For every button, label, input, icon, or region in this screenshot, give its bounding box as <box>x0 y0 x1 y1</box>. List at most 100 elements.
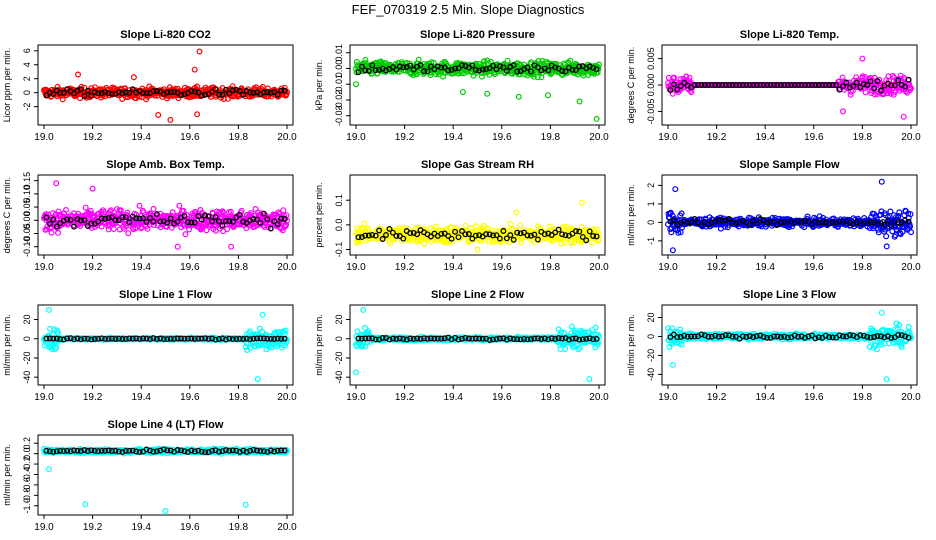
mean-point <box>362 67 369 74</box>
outlier-point <box>593 115 600 122</box>
mean-point <box>705 82 712 88</box>
mean-point <box>226 90 233 97</box>
mean-point <box>739 82 746 88</box>
x-tick-label: 19.4 <box>755 132 775 143</box>
mean-point <box>493 66 500 73</box>
mean-point <box>733 82 739 88</box>
mean-point <box>150 88 157 95</box>
y-axis-label: ml/min per min. <box>626 184 636 246</box>
x-tick-label: 19.8 <box>229 132 249 143</box>
y-tick-label: 2 <box>646 183 656 188</box>
x-tick-label: 19.8 <box>853 262 873 273</box>
data-point <box>150 205 157 212</box>
data-points <box>40 306 291 383</box>
mean-point <box>240 91 247 98</box>
mean-point <box>167 89 174 95</box>
outlier-point <box>191 66 198 73</box>
panel-title: Slope Li-820 Temp. <box>740 29 839 41</box>
outlier-point <box>74 71 81 78</box>
data-point <box>259 83 266 90</box>
mean-point <box>701 82 708 88</box>
mean-point <box>222 86 229 93</box>
y-tick-label: 0 <box>22 90 32 95</box>
mean-point <box>864 82 871 88</box>
y-tick-label: -0.005 <box>646 99 656 125</box>
mean-point <box>178 92 184 98</box>
panel-title: Slope Gas Stream RH <box>421 159 534 171</box>
mean-point <box>760 82 767 88</box>
data-points <box>40 180 291 250</box>
mean-point <box>448 66 455 73</box>
x-tick-label: 19.6 <box>180 392 200 403</box>
data-points <box>353 199 602 253</box>
mean-point <box>514 68 521 75</box>
mean-point <box>84 87 91 94</box>
mean-point <box>808 82 815 88</box>
mean-point <box>278 87 285 94</box>
y-tick-label: 2 <box>22 76 32 81</box>
y-tick-label: 6 <box>22 48 32 53</box>
plot-frame <box>37 44 294 126</box>
y-tick-label: 0.000 <box>646 74 656 97</box>
y-axis-label: ml/min per min. <box>626 314 636 376</box>
mean-point <box>867 78 874 85</box>
data-point <box>280 207 287 214</box>
y-axis-label: percent per min. <box>314 182 324 247</box>
outlier-point <box>578 199 585 206</box>
x-tick-label: 20.0 <box>277 392 297 403</box>
mean-point <box>393 66 400 73</box>
mean-point <box>407 62 414 69</box>
outlier-point <box>174 243 181 250</box>
mean-point <box>355 69 362 76</box>
y-tick-label: 0.1 <box>334 194 344 207</box>
data-point <box>853 74 860 81</box>
y-tick-label: 4 <box>22 62 32 67</box>
outlier-point <box>53 180 60 187</box>
mean-point <box>791 82 798 88</box>
data-point <box>907 85 914 92</box>
x-tick-label: 19.0 <box>346 132 366 143</box>
mean-point <box>476 67 483 74</box>
mean-point <box>698 82 705 88</box>
mean-point <box>815 82 822 88</box>
mean-point <box>483 66 490 73</box>
mean-point <box>452 65 459 72</box>
y-tick-label: 0.005 <box>646 47 656 70</box>
x-tick-label: 20.0 <box>901 132 921 143</box>
data-point <box>379 60 386 67</box>
mean-point <box>569 66 576 73</box>
panel-title: Slope Line 2 Flow <box>431 289 524 301</box>
mean-point <box>153 88 160 94</box>
mean-point <box>74 87 81 94</box>
y-axis-label: ml/min per min. <box>314 314 324 376</box>
mean-point <box>774 82 781 88</box>
outlier-point <box>459 89 466 96</box>
mean-point <box>260 89 267 96</box>
y-tick-label: -2 <box>22 103 32 111</box>
outlier-point <box>89 185 96 192</box>
mean-point <box>376 66 383 73</box>
x-tick-label: 19.0 <box>658 262 678 273</box>
mean-point <box>545 67 552 74</box>
mean-point <box>677 83 684 89</box>
mean-point <box>143 90 150 97</box>
outlier-point <box>254 376 261 383</box>
x-tick-label: 19.6 <box>804 132 824 143</box>
mean-point <box>267 89 274 96</box>
mean-point <box>212 86 219 93</box>
y-tick-label: 0 <box>334 336 344 341</box>
outlier-point <box>45 306 52 313</box>
y-axis-label: kPa per min. <box>314 60 324 111</box>
outlier-point <box>576 98 583 105</box>
data-point <box>362 56 369 63</box>
x-tick-label: 19.0 <box>34 392 54 403</box>
x-tick-label: 20.0 <box>277 132 297 143</box>
mean-point <box>88 92 95 99</box>
y-tick-label: 20 <box>22 315 32 325</box>
mean-point <box>715 82 722 88</box>
data-point <box>534 74 541 81</box>
x-tick-label: 19.4 <box>755 262 775 273</box>
mean-point <box>455 65 462 72</box>
data-points <box>353 56 602 122</box>
outlier-point <box>259 311 266 318</box>
